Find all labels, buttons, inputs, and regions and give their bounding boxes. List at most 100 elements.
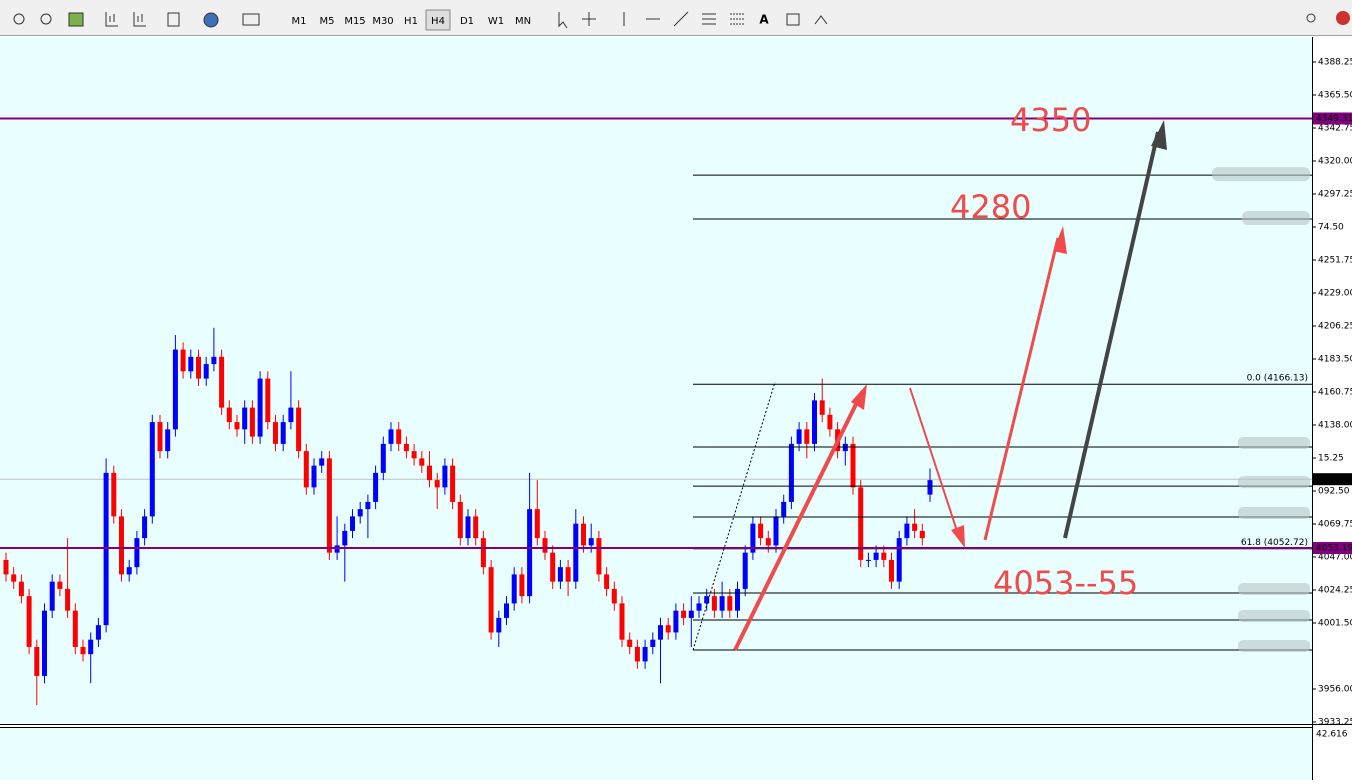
timeframe-button[interactable]: D1 [460,16,474,27]
candle-body [604,574,610,589]
fibo[interactable] [730,13,744,25]
arrows-tool[interactable] [814,15,828,25]
candle-body [57,581,63,589]
candle-body [234,422,240,430]
candle-body [80,646,86,655]
search[interactable] [1306,13,1316,23]
blurred-label [1238,639,1310,652]
candle-body [688,610,694,618]
candle-body [442,465,448,488]
arrow [733,391,864,651]
cursor[interactable] [558,12,568,29]
candle-body [249,407,255,437]
candle-body [296,407,302,452]
candle-body [596,538,602,575]
timeframe-button[interactable]: H1 [404,16,418,27]
candle-body [919,530,925,539]
y-tick-label: 4206.25 [1318,322,1352,332]
templates[interactable] [242,13,260,26]
candle-body [72,610,78,647]
candle-body [265,378,271,423]
price-axis [1312,37,1352,780]
candle-body [111,472,117,517]
label-tool[interactable] [786,13,800,26]
candle-body [34,646,40,676]
candle-body [103,472,109,626]
candle-body [480,538,486,568]
blurred-label [1238,437,1310,450]
channel[interactable] [702,13,716,25]
blurred-label [1238,476,1310,489]
candle-body [450,465,456,502]
candle-body [627,639,633,647]
candle-body [219,356,225,408]
indicator-label: 42.616 [1316,730,1348,740]
candle-body [65,588,71,611]
y-tick-label: 4297.25 [1318,190,1352,200]
timeframe-button[interactable]: W1 [488,16,504,27]
timeframe-pressed [425,9,451,31]
zoom-out[interactable] [40,13,52,25]
toolbar [0,0,1352,36]
candle-body [850,443,856,488]
blurred-label [1242,211,1310,226]
candle-body [557,567,563,582]
candle-body [457,501,463,539]
tile[interactable] [68,12,84,27]
notification[interactable] [1336,11,1350,25]
crosshair[interactable] [582,12,596,26]
periods[interactable] [203,12,219,28]
candle-body [311,465,317,488]
price-tag [1313,473,1352,486]
arrowhead [1053,226,1067,254]
toolbar-icons [13,11,1316,29]
candle-body [257,378,263,437]
candle-chart[interactable] [133,12,146,27]
candle-body [95,625,101,640]
blurred-label [1238,506,1310,519]
timeframe-button[interactable]: MN [515,16,531,27]
arrowhead [951,525,965,548]
y-tick-label: 4047.00 [1318,553,1352,563]
candle-body [673,610,679,633]
candle-body [588,538,594,546]
new-chart[interactable] [167,12,180,27]
candle-body [619,603,625,640]
candle-body [511,574,517,604]
y-tick-label: 4229.00 [1318,289,1352,299]
y-tick-label: 4388.25 [1318,58,1352,68]
candle-body [581,523,586,546]
fib-label: 61.8 (4052.72) [1241,538,1308,548]
candle-body [812,400,817,444]
blurred-label [1238,609,1310,622]
candle-body [357,509,363,517]
candle-body [858,487,864,560]
plot: 4388.25 4365.50 4342.75 4320.00 4297.25 74.50… [0,58,1352,728]
candle-body [396,429,402,444]
candle-body [889,559,894,582]
candle-body [773,516,779,546]
candle-body [565,567,571,582]
candle-body [650,639,656,647]
timeframe-button[interactable]: M5 [320,16,335,27]
y-tick-label: 4160.75 [1318,388,1352,398]
candle-body [373,472,379,502]
timeframe-button[interactable]: M30 [372,16,393,27]
candle-body [473,516,479,539]
price-tag [1313,112,1352,125]
candle-body [165,429,171,452]
candle-body [211,356,217,365]
candle-body [273,422,278,444]
zoom-in[interactable] [13,13,25,25]
text-tool[interactable]: A [759,13,769,27]
bar-chart[interactable] [105,12,118,27]
trendline[interactable] [673,11,689,27]
candle-body [180,349,186,372]
timeframe-button[interactable]: H4 [431,16,445,27]
timeframe-button[interactable]: M1 [292,16,307,27]
timeframe-button[interactable]: M15 [344,16,365,27]
annotation: 4350 [1010,101,1091,139]
candle-body [504,603,509,618]
blurred-label [1212,167,1310,182]
